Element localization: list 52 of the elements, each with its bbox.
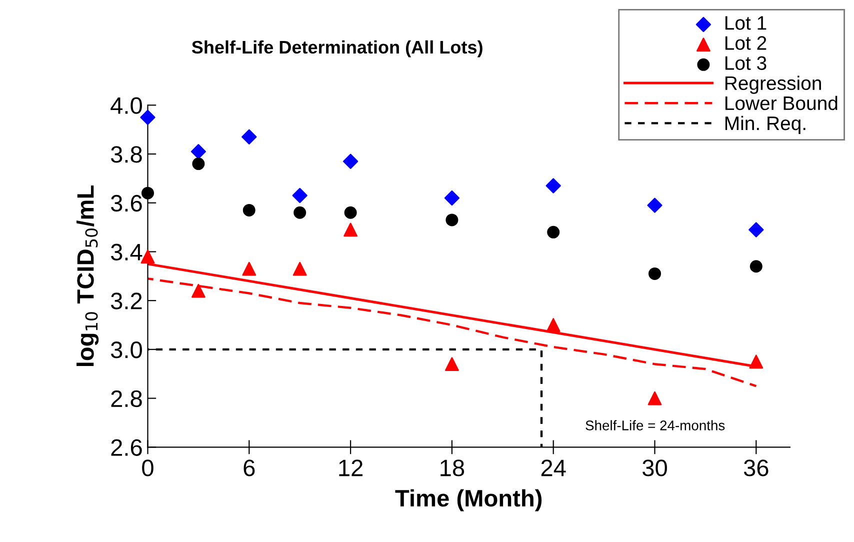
point bbox=[344, 206, 357, 219]
x-tick-label: 6 bbox=[244, 460, 255, 476]
y-tick-label: 2.8 bbox=[111, 390, 142, 408]
point bbox=[292, 188, 308, 204]
annotation: Shelf-Life = 24-months bbox=[586, 420, 725, 430]
point bbox=[242, 262, 256, 276]
point bbox=[344, 222, 358, 237]
y-tick-label: 3.4 bbox=[110, 244, 142, 261]
point bbox=[750, 260, 762, 273]
y-tick-label: 2.6 bbox=[111, 439, 142, 456]
point bbox=[192, 158, 205, 170]
point bbox=[294, 206, 306, 219]
x-tick-label: 12 bbox=[339, 460, 362, 476]
point bbox=[446, 214, 458, 226]
point bbox=[546, 178, 561, 194]
point bbox=[648, 391, 662, 406]
point bbox=[648, 267, 661, 280]
y-tick-label: 3.8 bbox=[110, 146, 142, 163]
legend-label: Min. Req. bbox=[725, 116, 806, 134]
y-tick-label: 3.2 bbox=[110, 292, 142, 310]
point bbox=[342, 154, 358, 169]
point bbox=[292, 262, 307, 276]
x-tick-label: 36 bbox=[744, 460, 768, 476]
point bbox=[190, 144, 206, 160]
point bbox=[546, 318, 560, 332]
y-axis-title: log$_{10}$ TCID$_{50}$/mL bbox=[76, 186, 99, 366]
point bbox=[444, 190, 460, 206]
line-series bbox=[148, 277, 758, 388]
legend-label: Lot 3 bbox=[725, 56, 766, 70]
x-axis-title: Time (Month) bbox=[395, 489, 542, 512]
point bbox=[242, 129, 257, 144]
point bbox=[749, 354, 764, 369]
y-tick-label: 3.0 bbox=[110, 342, 142, 358]
x-tick-label: 0 bbox=[142, 460, 154, 476]
legend-label: Lot 1 bbox=[725, 16, 766, 30]
legend-label: Regression bbox=[725, 76, 821, 94]
legend-label: Lot 2 bbox=[725, 36, 766, 50]
chart-title: Shelf-Life Determination (All Lots) bbox=[192, 40, 482, 58]
x-tick-label: 24 bbox=[541, 460, 566, 476]
y-tick-label: 4.0 bbox=[110, 97, 142, 114]
point bbox=[192, 284, 206, 298]
x-tick-label: 30 bbox=[642, 460, 667, 476]
point bbox=[748, 222, 764, 238]
legend-label: Lower Bound bbox=[725, 96, 838, 110]
point bbox=[140, 110, 156, 125]
point bbox=[445, 357, 459, 372]
point bbox=[647, 198, 662, 213]
x-tick-label: 18 bbox=[440, 460, 464, 476]
y-tick-label: 3.6 bbox=[110, 194, 142, 212]
point bbox=[242, 204, 256, 216]
point bbox=[547, 226, 560, 238]
point bbox=[141, 186, 154, 200]
